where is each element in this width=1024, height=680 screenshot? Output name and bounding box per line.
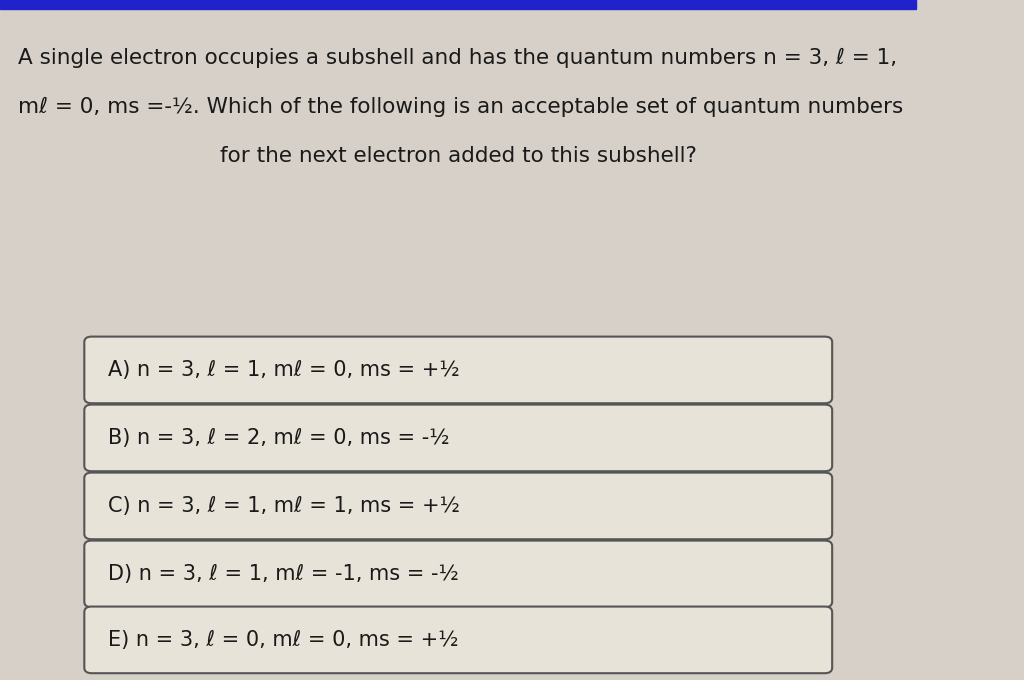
Text: A) n = 3, ℓ = 1, mℓ = 0, ms = +½: A) n = 3, ℓ = 1, mℓ = 0, ms = +½ (109, 360, 460, 380)
Bar (0, 0, 916, 9)
Text: D) n = 3, ℓ = 1, mℓ = -1, ms = -½: D) n = 3, ℓ = 1, mℓ = -1, ms = -½ (109, 564, 459, 584)
FancyBboxPatch shape (84, 607, 833, 673)
FancyBboxPatch shape (84, 405, 833, 471)
FancyBboxPatch shape (84, 337, 833, 403)
Text: B) n = 3, ℓ = 2, mℓ = 0, ms = -½: B) n = 3, ℓ = 2, mℓ = 0, ms = -½ (109, 428, 450, 448)
Text: A single electron occupies a subshell and has the quantum numbers n = 3, ℓ = 1,: A single electron occupies a subshell an… (18, 48, 897, 68)
Text: C) n = 3, ℓ = 1, mℓ = 1, ms = +½: C) n = 3, ℓ = 1, mℓ = 1, ms = +½ (109, 496, 460, 516)
FancyBboxPatch shape (84, 541, 833, 607)
Text: E) n = 3, ℓ = 0, mℓ = 0, ms = +½: E) n = 3, ℓ = 0, mℓ = 0, ms = +½ (109, 630, 459, 650)
FancyBboxPatch shape (84, 473, 833, 539)
Text: for the next electron added to this subshell?: for the next electron added to this subs… (220, 146, 696, 165)
Text: mℓ = 0, ms =-½. Which of the following is an acceptable set of quantum numbers: mℓ = 0, ms =-½. Which of the following i… (18, 97, 903, 117)
